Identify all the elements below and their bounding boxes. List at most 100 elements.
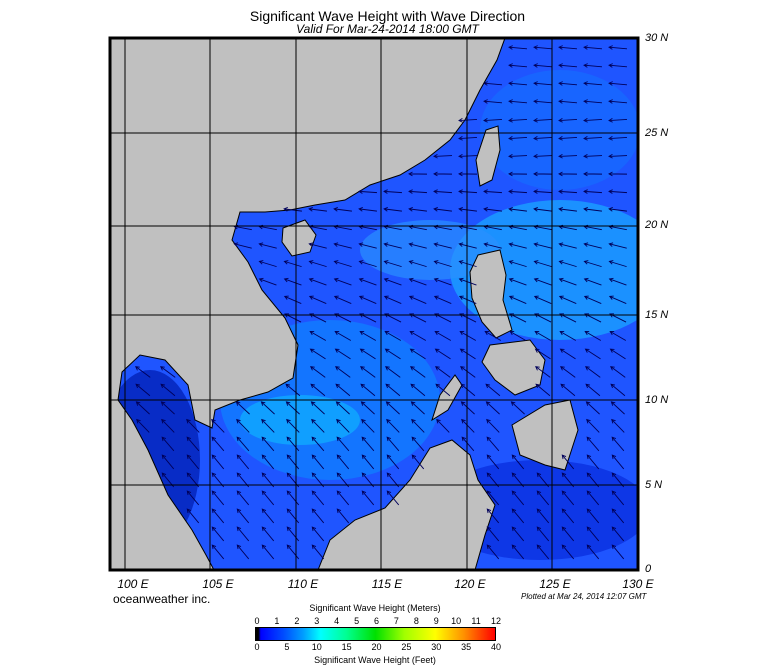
wave-direction-arrow [336, 508, 350, 524]
wave-direction-arrow [408, 260, 427, 268]
wave-direction-arrow [434, 366, 451, 378]
wave-direction-arrow [311, 490, 325, 506]
wave-direction-arrow [558, 136, 578, 141]
wave-direction-arrow [483, 99, 503, 104]
wave-direction-arrow [611, 418, 625, 433]
wave-direction-arrow [135, 383, 151, 397]
wave-direction-arrow [309, 366, 326, 378]
wave-direction-arrow [361, 436, 375, 452]
wave-direction-arrow [584, 366, 601, 378]
wave-direction-arrow [611, 508, 625, 524]
wave-direction-arrow [461, 418, 475, 433]
wave-direction-arrow [508, 45, 528, 50]
wave-direction-arrow [308, 206, 327, 212]
wave-direction-arrow [211, 490, 225, 506]
wave-direction-arrow [583, 189, 603, 194]
wave-direction-arrow [383, 206, 402, 212]
lat-label: 20 N [645, 219, 669, 231]
wave-direction-arrow [561, 508, 575, 524]
colorbar-tick-meters: 2 [294, 616, 300, 626]
wave-direction-arrow [361, 454, 375, 470]
wave-direction-arrow [511, 508, 525, 524]
wave-direction-arrow [558, 277, 577, 286]
wave-direction-arrow [260, 401, 275, 415]
wave-direction-arrow [611, 490, 625, 506]
wave-direction-arrow [583, 45, 603, 50]
wave-direction-arrow [533, 277, 552, 286]
wave-direction-arrow [335, 401, 350, 415]
wave-direction-arrow [486, 490, 500, 506]
colorbar-tick-feet: 30 [431, 642, 442, 652]
wave-direction-arrow [586, 544, 600, 560]
wave-direction-arrow [384, 348, 401, 360]
wave-direction-arrow [458, 189, 478, 194]
wave-direction-arrow [486, 526, 500, 542]
lon-label: 115 E [371, 577, 403, 591]
wave-direction-arrow [361, 418, 375, 433]
wave-direction-arrow [334, 366, 351, 378]
wave-direction-arrow [436, 418, 450, 433]
wave-direction-arrow [160, 383, 176, 397]
wave-direction-arrow [586, 526, 600, 542]
wave-direction-arrow [308, 277, 327, 286]
wave-direction-arrow [286, 508, 300, 524]
wave-direction-arrow [533, 99, 553, 104]
wave-direction-arrow [333, 277, 352, 286]
wave-direction-arrow [609, 331, 627, 341]
wave-direction-arrow [236, 454, 250, 470]
wave-direction-arrow [508, 81, 528, 86]
wave-direction-arrow [433, 171, 453, 177]
wave-direction-arrow [310, 383, 326, 397]
wave-direction-arrow [336, 490, 350, 506]
wave-direction-arrow [435, 383, 451, 397]
wave-direction-arrow [285, 383, 301, 397]
wave-direction-arrow [433, 260, 452, 268]
colorbar-tick-meters: 3 [314, 616, 320, 626]
wave-direction-arrow [586, 490, 600, 506]
wave-direction-arrow [433, 206, 452, 212]
wave-direction-arrow [586, 508, 600, 524]
wave-direction-arrow [583, 171, 603, 177]
lat-label: 0 [645, 563, 652, 575]
wave-direction-arrow [533, 206, 552, 212]
wave-direction-arrow [561, 454, 575, 470]
wave-direction-arrow [583, 295, 602, 304]
wave-direction-arrow [261, 490, 275, 506]
wave-direction-arrow [459, 348, 476, 360]
wave-direction-arrow [558, 63, 578, 68]
wave-direction-arrow [486, 454, 500, 470]
wave-direction-arrow [511, 544, 525, 560]
wave-direction-arrow [161, 454, 175, 470]
wave-direction-arrow [534, 331, 552, 341]
colorbar-tick-meters: 11 [471, 616, 481, 626]
colorbar-tick-meters: 4 [334, 616, 340, 626]
wave-direction-arrow [333, 242, 352, 249]
colorbar-title-feet: Significant Wave Height (Feet) [314, 655, 436, 665]
wave-direction-arrow [511, 490, 525, 506]
wave-direction-arrow [384, 366, 401, 378]
wave-direction-arrow [336, 454, 350, 470]
wave-direction-arrow [460, 401, 475, 415]
wave-direction-arrow [486, 508, 500, 524]
wave-direction-arrow [608, 118, 628, 123]
colorbar-tick-meters: 0 [254, 616, 260, 626]
wave-direction-arrow [508, 277, 527, 286]
wave-direction-arrow [311, 526, 325, 542]
wave-direction-arrow [311, 544, 325, 560]
wave-direction-arrow [608, 63, 628, 68]
wave-direction-arrow [384, 331, 402, 341]
colorbar-tick-meters: 10 [451, 616, 462, 626]
wave-direction-arrow [558, 242, 577, 249]
lat-label: 15 N [645, 309, 669, 321]
wave-direction-arrow [608, 99, 628, 104]
wave-patch [480, 70, 638, 190]
wave-direction-arrow [609, 366, 626, 378]
wave-direction-arrow [609, 348, 626, 360]
wave-direction-arrow [458, 136, 478, 141]
wave-direction-arrow [283, 260, 302, 268]
wave-direction-arrow [458, 277, 477, 286]
wave-direction-arrow [583, 206, 602, 212]
wave-direction-arrow [508, 99, 528, 104]
wave-direction-arrow [558, 260, 577, 268]
colorbar-tick-meters: 6 [373, 616, 380, 626]
